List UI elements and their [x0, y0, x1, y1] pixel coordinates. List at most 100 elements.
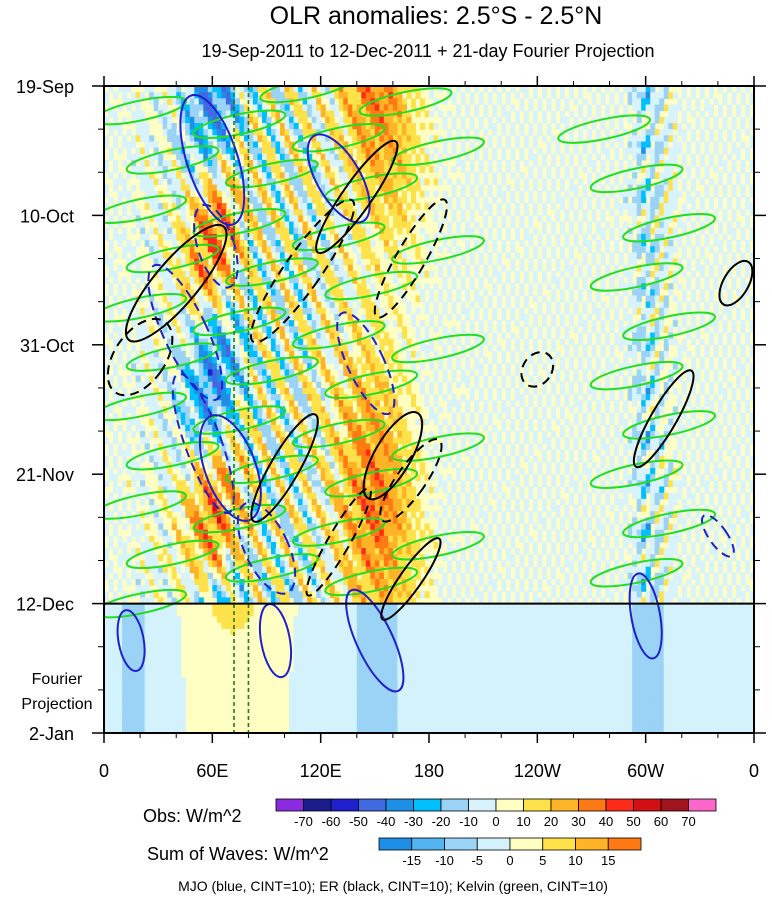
anomaly-cell	[361, 369, 367, 377]
anomaly-cell	[320, 227, 326, 235]
anomaly-cell	[460, 215, 466, 223]
anomaly-cell	[334, 344, 340, 352]
anomaly-cell	[284, 141, 290, 149]
anomaly-cell	[365, 92, 371, 99]
anomaly-cell	[180, 184, 186, 192]
anomaly-cell	[659, 86, 665, 93]
anomaly-cell	[636, 110, 642, 118]
anomaly-cell	[221, 159, 227, 167]
anomaly-cell	[153, 394, 159, 401]
anomaly-cell	[713, 98, 719, 106]
anomaly-cell	[668, 338, 674, 346]
anomaly-cell	[311, 196, 317, 204]
anomaly-cell	[365, 277, 371, 284]
anomaly-cell	[415, 350, 421, 358]
anomaly-cell	[280, 159, 286, 167]
anomaly-cell	[361, 233, 367, 241]
anomaly-cell	[343, 357, 349, 364]
anomaly-cell	[392, 147, 398, 155]
anomaly-cell	[370, 363, 376, 371]
anomaly-cell	[501, 313, 507, 321]
anomaly-cell	[609, 394, 615, 401]
anomaly-cell	[645, 135, 651, 143]
anomaly-cell	[501, 215, 507, 223]
anomaly-cell	[438, 320, 444, 327]
anomaly-cell	[135, 209, 141, 216]
anomaly-cell	[722, 258, 728, 266]
anomaly-cell	[645, 233, 651, 241]
anomaly-cell	[627, 369, 633, 377]
anomaly-cell	[207, 147, 213, 155]
anomaly-cell	[320, 270, 326, 278]
anomaly-cell	[302, 326, 308, 334]
anomaly-cell	[632, 178, 638, 186]
anomaly-cell	[316, 350, 322, 358]
anomaly-cell	[469, 215, 475, 223]
anomaly-cell	[523, 387, 529, 395]
anomaly-cell	[429, 406, 435, 414]
anomaly-cell	[356, 301, 362, 309]
anomaly-cell	[171, 196, 177, 204]
anomaly-cell	[726, 307, 733, 315]
anomaly-cell	[550, 344, 556, 352]
anomaly-cell	[194, 394, 200, 401]
anomaly-cell	[424, 190, 430, 198]
anomaly-cell	[528, 289, 534, 297]
anomaly-cell	[654, 295, 660, 303]
anomaly-cell	[636, 338, 642, 346]
anomaly-cell	[609, 98, 615, 106]
anomaly-cell	[293, 196, 299, 204]
anomaly-cell	[654, 412, 660, 420]
anomaly-cell	[663, 258, 669, 266]
anomaly-cell	[722, 283, 728, 290]
anomaly-cell	[243, 86, 250, 93]
anomaly-cell	[726, 172, 733, 180]
anomaly-cell	[582, 98, 588, 106]
anomaly-cell	[131, 369, 137, 377]
anomaly-cell	[654, 332, 660, 340]
anomaly-cell	[280, 104, 286, 112]
anomaly-cell	[392, 196, 398, 204]
anomaly-cell	[185, 246, 191, 253]
anomaly-cell	[632, 350, 638, 358]
anomaly-cell	[203, 313, 209, 321]
anomaly-cell	[275, 400, 281, 408]
anomaly-cell	[605, 240, 611, 247]
anomaly-cell	[627, 295, 633, 303]
anomaly-cell	[365, 387, 371, 395]
anomaly-cell	[180, 221, 186, 229]
anomaly-cell	[460, 147, 466, 155]
anomaly-cell	[740, 159, 746, 167]
anomaly-cell	[492, 178, 498, 186]
anomaly-cell	[212, 122, 218, 130]
anomaly-cell	[672, 190, 678, 198]
anomaly-cell	[663, 166, 669, 173]
anomaly-cell	[302, 307, 308, 315]
anomaly-cell	[171, 332, 177, 340]
anomaly-cell	[713, 166, 719, 173]
anomaly-cell	[131, 301, 137, 309]
anomaly-cell	[302, 381, 308, 389]
anomaly-cell	[383, 357, 389, 364]
anomaly-cell	[302, 400, 308, 408]
anomaly-cell	[257, 387, 263, 395]
anomaly-cell	[564, 122, 570, 130]
anomaly-cell	[252, 264, 259, 272]
anomaly-cell	[514, 387, 520, 395]
anomaly-cell	[325, 240, 331, 247]
anomaly-cell	[221, 147, 227, 155]
anomaly-cell	[320, 357, 326, 364]
anomaly-cell	[474, 381, 480, 389]
anomaly-cell	[248, 221, 254, 229]
anomaly-cell	[248, 277, 254, 284]
anomaly-cell	[257, 363, 263, 371]
anomaly-cell	[496, 92, 502, 99]
anomaly-cell	[216, 264, 222, 272]
anomaly-cell	[568, 252, 575, 260]
anomaly-cell	[293, 406, 299, 414]
anomaly-cell	[650, 172, 656, 180]
anomaly-cell	[654, 307, 660, 315]
anomaly-cell	[722, 252, 728, 260]
anomaly-cell	[731, 301, 737, 309]
anomaly-cell	[469, 166, 475, 173]
